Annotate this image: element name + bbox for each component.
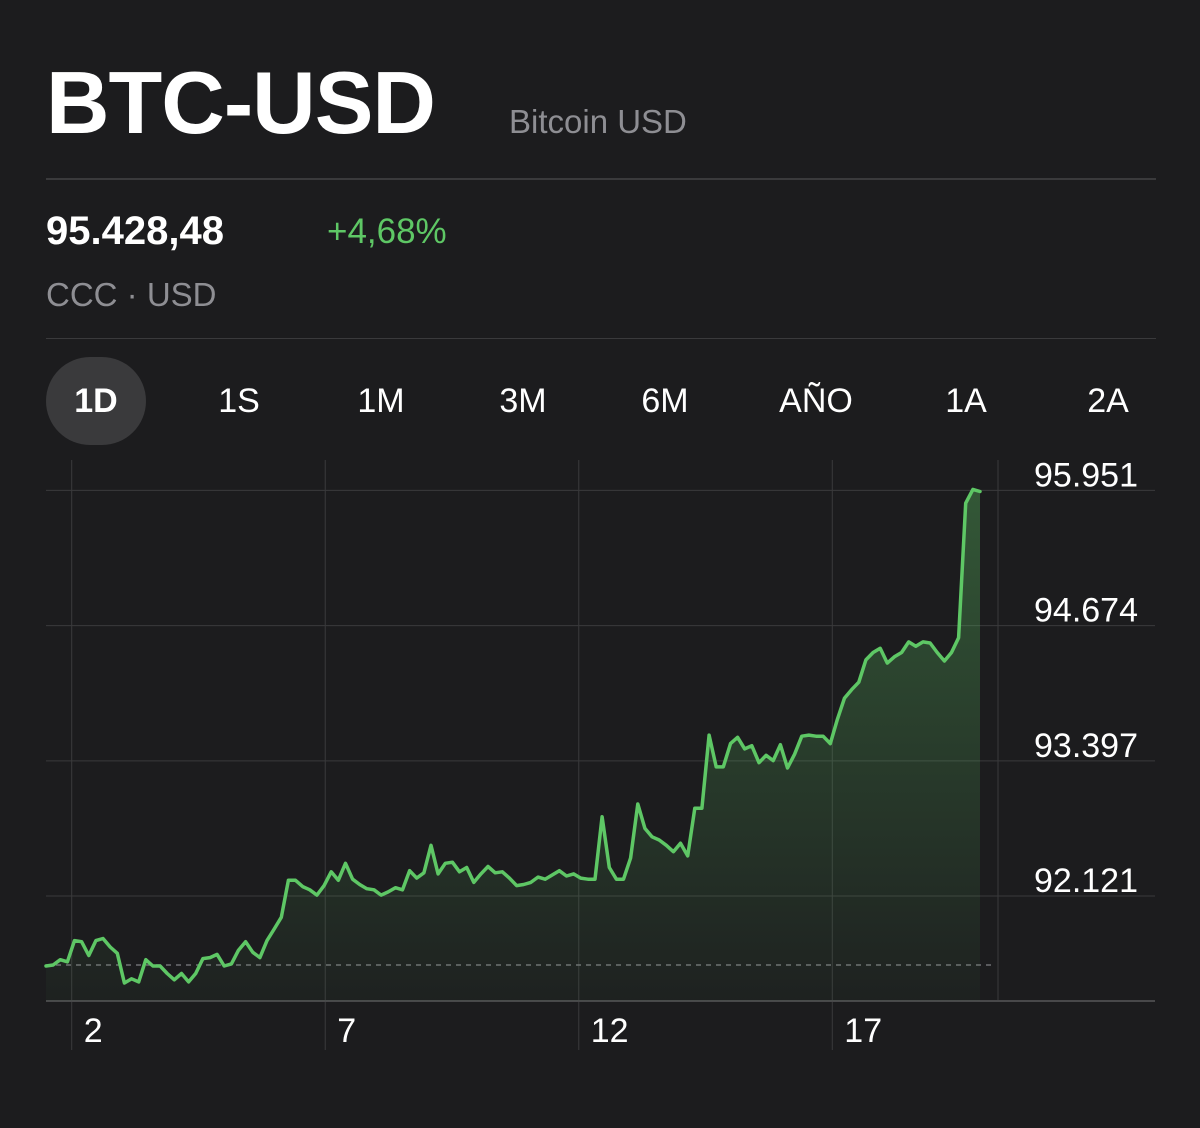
- exchange-currency: CCC · USD: [46, 276, 217, 313]
- price-line: [44, 487, 982, 985]
- price-area: [46, 489, 980, 1001]
- price-chart[interactable]: 95.951 94.674 93.397 92.121 2 7 12 17: [0, 460, 1200, 1090]
- current-price: 95.428,48: [46, 209, 224, 253]
- x-tick-label: 17: [844, 1012, 882, 1050]
- chart-line: [44, 487, 982, 985]
- tab-1a[interactable]: 1A: [945, 382, 987, 420]
- price-change-percent: +4,68%: [327, 212, 447, 251]
- tab-3m[interactable]: 3M: [499, 382, 547, 420]
- x-tick-label: 2: [84, 1012, 103, 1050]
- chart-labels: 95.951 94.674 93.397 92.121 2 7 12 17: [84, 460, 1138, 1050]
- y-tick-label: 94.674: [1034, 592, 1138, 630]
- tab-1s[interactable]: 1S: [218, 382, 260, 420]
- time-range-tabs: 1D 1S 1M 3M 6M AÑO 1A 2A: [46, 357, 1186, 445]
- x-tick-label: 12: [591, 1012, 629, 1050]
- company-name: Bitcoin USD: [509, 103, 687, 140]
- x-tick-label: 7: [337, 1012, 356, 1050]
- y-tick-label: 95.951: [1034, 460, 1138, 494]
- y-tick-label: 93.397: [1034, 727, 1138, 765]
- ticker-symbol: BTC-USD: [46, 53, 436, 152]
- y-tick-label: 92.121: [1034, 862, 1138, 900]
- chart-area: [46, 489, 980, 1001]
- tab-6m[interactable]: 6M: [641, 382, 689, 420]
- tab-1d[interactable]: 1D: [46, 357, 146, 445]
- quote-divider: [46, 338, 1156, 339]
- tab-1m[interactable]: 1M: [357, 382, 405, 420]
- header-divider: [46, 178, 1156, 180]
- tab-2a[interactable]: 2A: [1087, 382, 1129, 420]
- tab-ytd[interactable]: AÑO: [779, 382, 853, 420]
- quote-header: BTC-USD Bitcoin USD: [46, 58, 1156, 148]
